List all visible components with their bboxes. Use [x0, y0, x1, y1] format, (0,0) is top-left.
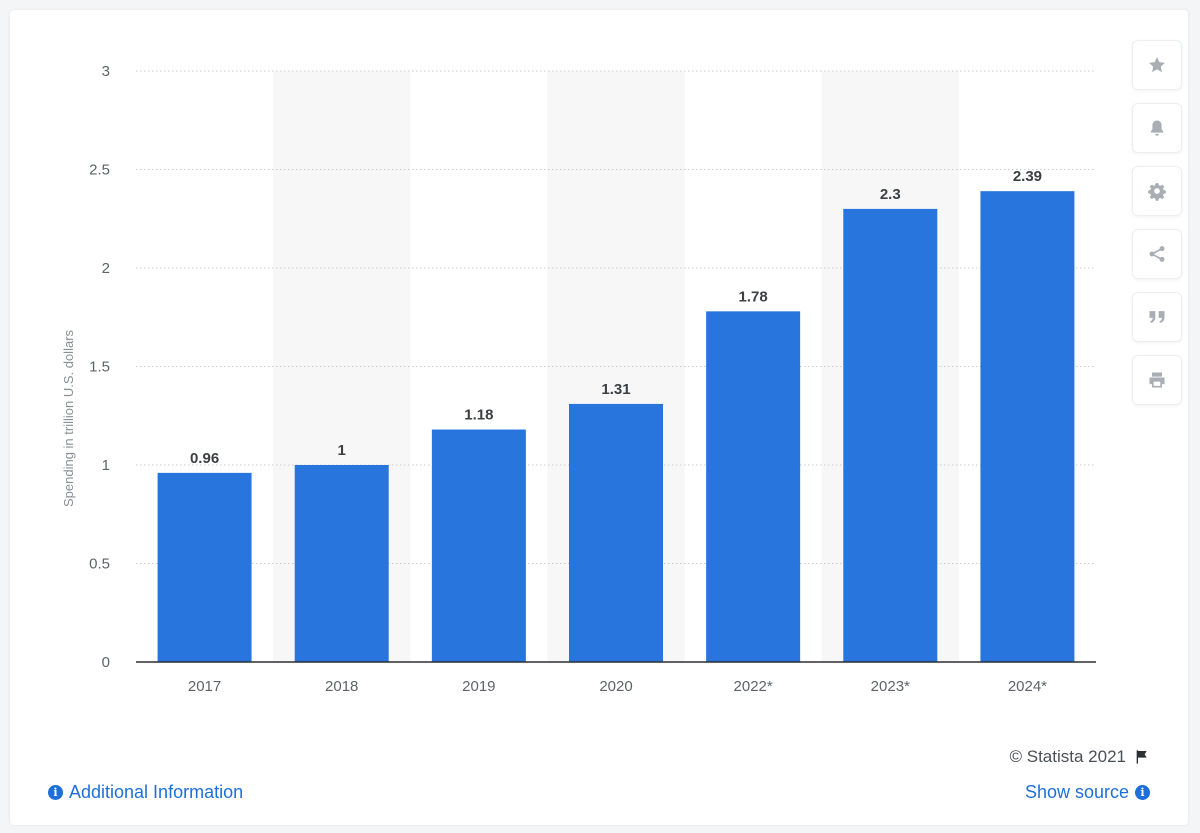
alert-button[interactable]	[1132, 103, 1182, 153]
data-label: 1.78	[739, 288, 768, 305]
data-label: 0.96	[190, 450, 219, 467]
y-tick-label: 2	[102, 260, 110, 277]
bar-2017	[157, 472, 252, 662]
y-axis-title: Spending in trillion U.S. dollars	[61, 329, 76, 507]
show-source-link[interactable]: Show source i	[1025, 782, 1150, 803]
info-icon: i	[1135, 785, 1150, 800]
data-label: 2.3	[880, 186, 901, 203]
x-tick-label: 2019	[462, 678, 495, 695]
x-tick-label: 2017	[188, 678, 221, 695]
y-tick-label: 0	[102, 654, 110, 671]
bar-2022*	[706, 311, 801, 662]
gear-icon	[1148, 183, 1166, 201]
y-tick-label: 0.5	[89, 556, 110, 573]
flag-icon	[1136, 750, 1147, 764]
x-tick-label: 2023*	[871, 678, 910, 695]
quote-icon	[1149, 311, 1165, 323]
bar-2023*	[843, 208, 938, 662]
share-icon	[1149, 246, 1165, 262]
data-label: 1	[338, 442, 346, 459]
share-button[interactable]	[1132, 229, 1182, 279]
y-tick-label: 1.5	[89, 359, 110, 376]
favorite-button[interactable]	[1132, 40, 1182, 90]
settings-button[interactable]	[1132, 166, 1182, 216]
print-icon	[1149, 372, 1165, 388]
show-source-label: Show source	[1024, 782, 1129, 802]
x-tick-label: 2022*	[734, 678, 773, 695]
bell-icon	[1150, 120, 1164, 136]
y-tick-label: 2.5	[89, 162, 110, 179]
cite-button[interactable]	[1132, 292, 1182, 342]
data-label: 2.39	[1013, 168, 1042, 185]
bar-2019	[431, 429, 526, 662]
bar-chart: 0 0.5 1 1.5 2 2.5 3 Spending in trillion U.S. d…	[61, 63, 1096, 695]
bar-2020	[569, 403, 663, 662]
print-button[interactable]	[1132, 355, 1182, 405]
y-tick-label: 3	[102, 63, 110, 80]
info-icon: i	[48, 785, 63, 800]
data-label: 1.31	[601, 381, 630, 398]
additional-information-link[interactable]: i Additional Information	[48, 782, 243, 803]
additional-information-label: Additional Information	[69, 782, 244, 802]
x-tick-label: 2018	[325, 678, 358, 695]
bar-2024*	[980, 191, 1075, 663]
bar-2018	[294, 465, 389, 662]
x-tick-label: 2020	[599, 678, 632, 695]
chart-card: 0 0.5 1 1.5 2 2.5 3 Spending in trillion U.S. d…	[10, 10, 1188, 825]
chart-toolbar	[1132, 40, 1182, 418]
copyright-notice: © Statista 2021	[1010, 747, 1151, 767]
copyright-text: © Statista 2021	[1009, 747, 1127, 766]
star-icon	[1149, 57, 1165, 73]
y-tick-label: 1	[102, 457, 110, 474]
data-label: 1.18	[464, 407, 493, 424]
x-tick-label: 2024*	[1008, 678, 1047, 695]
